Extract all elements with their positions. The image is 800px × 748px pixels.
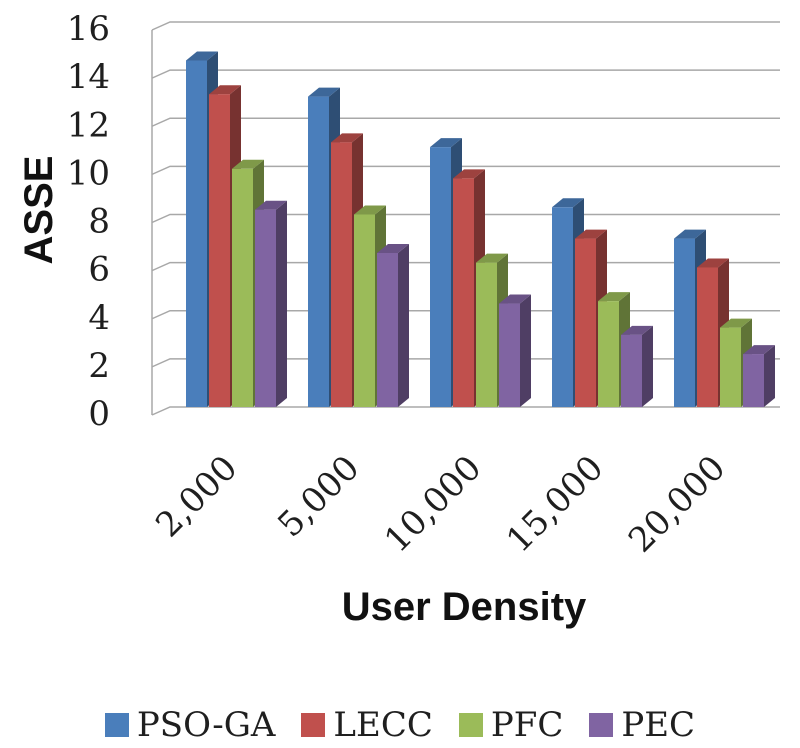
gridlines <box>151 21 780 416</box>
x-tick-label: 5,000 <box>270 448 367 545</box>
legend: PSO-GA LECC PFC PEC <box>0 705 800 745</box>
x-axis-ticks: 2,000 5,000 10,000 15,000 20,000 <box>148 448 733 560</box>
legend-swatch <box>458 713 483 737</box>
legend-swatch <box>589 713 614 737</box>
bar <box>743 345 775 407</box>
y-tick-label: 4 <box>88 298 110 338</box>
y-axis-ticks: 0 2 4 6 8 10 12 14 16 <box>67 9 110 434</box>
legend-label: PFC <box>490 705 564 745</box>
bars <box>186 51 775 407</box>
y-tick-label: 14 <box>67 57 110 97</box>
legend-label: LECC <box>333 705 433 745</box>
legend-swatch <box>104 713 129 737</box>
y-tick-label: 2 <box>88 346 110 386</box>
x-tick-label: 20,000 <box>621 448 733 560</box>
legend-label: PEC <box>621 705 696 745</box>
y-tick-label: 10 <box>67 153 110 193</box>
y-tick-label: 6 <box>88 250 110 290</box>
x-tick-label: 2,000 <box>148 448 245 545</box>
y-tick-label: 16 <box>67 9 110 49</box>
legend-swatch <box>301 713 326 737</box>
y-tick-label: 8 <box>88 202 110 242</box>
legend-item: PEC <box>589 705 695 745</box>
bar-chart: 0 2 4 6 8 10 12 14 16 2,000 5,000 10,000 15,000 20,0… <box>17 9 780 629</box>
gridline <box>151 21 780 31</box>
x-tick-label: 15,000 <box>499 448 611 560</box>
gridline <box>151 165 780 176</box>
gridline <box>151 69 780 79</box>
gridline <box>151 406 780 416</box>
legend-item: LECC <box>301 705 433 745</box>
y-tick-label: 0 <box>88 394 110 434</box>
x-tick-label: 10,000 <box>377 448 489 560</box>
gridline <box>151 117 780 127</box>
legend-label: PSO-GA <box>136 705 276 745</box>
bar <box>621 325 653 407</box>
bar <box>255 200 287 407</box>
legend-item: PSO-GA <box>104 705 276 745</box>
y-axis-title: ASSE <box>17 156 61 265</box>
y-tick-label: 12 <box>67 105 110 145</box>
x-axis-title: User Density <box>342 585 587 629</box>
legend-item: PFC <box>458 705 564 745</box>
bar <box>377 244 409 407</box>
bar <box>499 294 531 407</box>
